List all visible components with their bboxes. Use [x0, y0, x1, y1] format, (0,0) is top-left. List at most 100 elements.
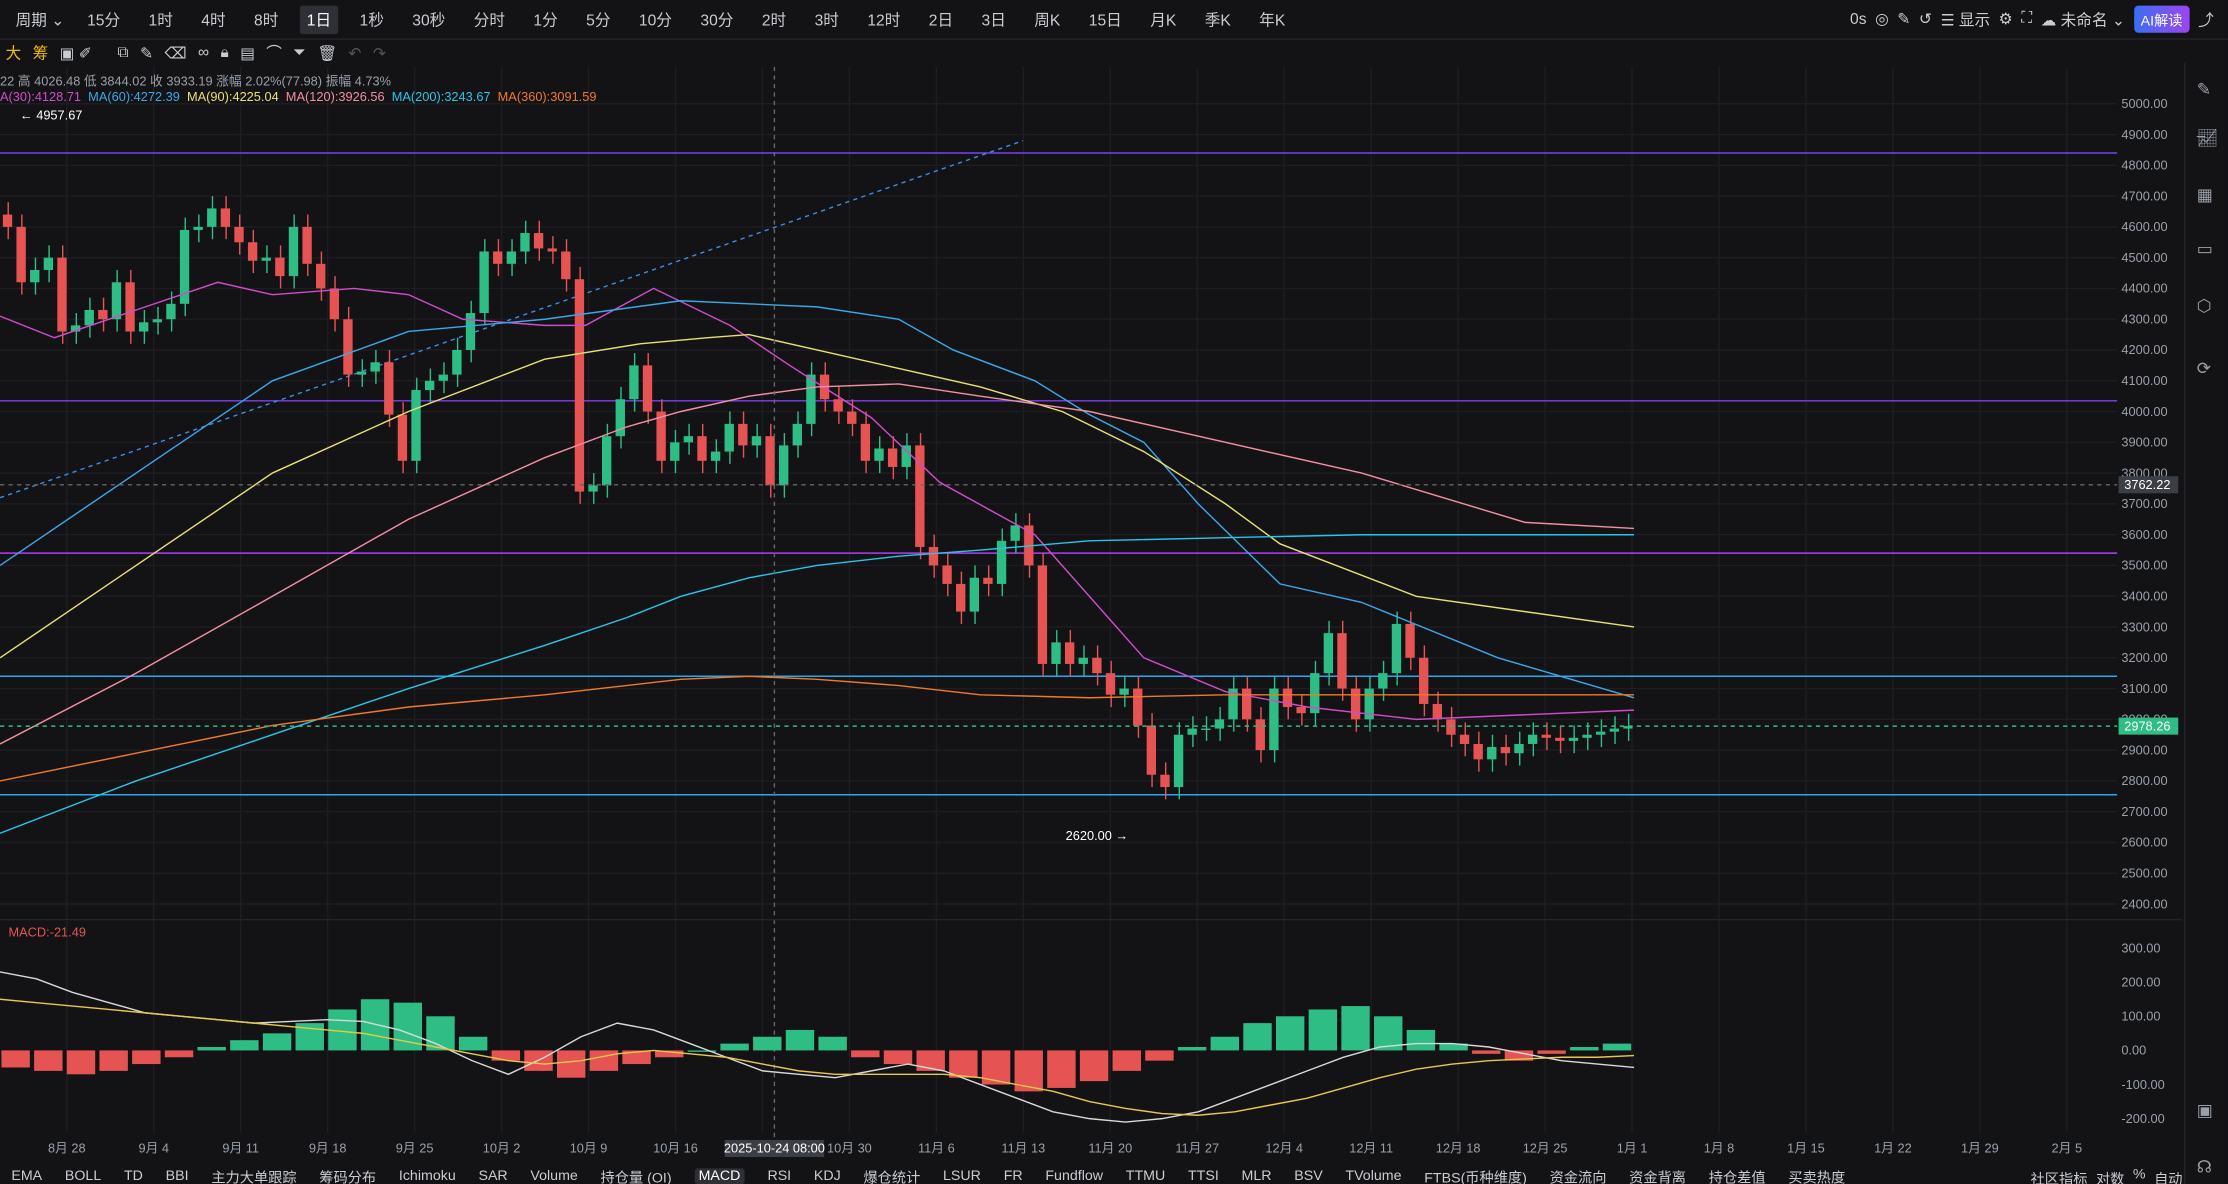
x-tick-label: 9月 11 [222, 1141, 259, 1156]
candle [1010, 525, 1020, 541]
candle [234, 226, 244, 243]
timeframe-17[interactable]: 周K [1034, 12, 1061, 30]
timeframe-19[interactable]: 月K [1150, 12, 1177, 30]
timeframe-10[interactable]: 10分 [638, 12, 672, 30]
candle [697, 436, 707, 461]
indicator-10[interactable]: MACD [694, 1167, 745, 1184]
shield-icon[interactable]: ⬡ [2196, 295, 2212, 316]
timeframe-3[interactable]: 8时 [254, 12, 279, 30]
macd-histogram-bar [132, 1050, 161, 1065]
pen-icon[interactable]: ✎ [2196, 79, 2212, 100]
scale-option-2[interactable]: % [2132, 1166, 2146, 1183]
timeframe-16[interactable]: 3日 [981, 12, 1006, 30]
indicator-24[interactable]: 资金背离 [1629, 1170, 1687, 1184]
eraser-icon[interactable]: ⌫ [164, 44, 187, 62]
indicator-3[interactable]: BBI [165, 1167, 189, 1184]
chart-icon[interactable]: 📈︎ [2196, 127, 2219, 148]
timeframe-8[interactable]: 1分 [533, 12, 558, 30]
link-icon[interactable]: ∞ [197, 44, 210, 62]
timeframe-0[interactable]: 15分 [87, 12, 121, 30]
indicator-16[interactable]: Fundflow [1045, 1167, 1104, 1184]
edit-icon[interactable]: ✎ [1897, 11, 1911, 29]
indicator-1[interactable]: BOLL [64, 1167, 102, 1184]
scale-option-0[interactable]: 社区指标 [2030, 1172, 2088, 1184]
timeframe-21[interactable]: 年K [1259, 12, 1286, 30]
indicator-4[interactable]: 主力大单跟踪 [211, 1170, 297, 1184]
ma-line [0, 333, 1635, 659]
share-icon[interactable]: ⤴ [2198, 12, 2214, 30]
indicator-13[interactable]: 爆仓统计 [863, 1170, 921, 1184]
tool-chip[interactable]: 筹 [32, 45, 49, 63]
indicator-5[interactable]: 筹码分布 [319, 1170, 377, 1184]
macd-histogram-bar [1308, 1009, 1338, 1051]
drawing-tools-icon[interactable]: ▣ ✐ [59, 44, 92, 62]
layout-icon[interactable]: ▣ [2196, 1100, 2213, 1121]
timeframe-7[interactable]: 分时 [473, 12, 505, 30]
grid-icon[interactable]: ▦ [2196, 184, 2213, 205]
filter-icon[interactable]: ⏷ [293, 43, 306, 61]
indicator-2[interactable]: TD [123, 1167, 143, 1184]
timeframe-11[interactable]: 30分 [700, 12, 734, 30]
y-tick-label: 3600.00 [2121, 527, 2167, 542]
redo-arrow-icon[interactable]: ↷ [372, 44, 386, 62]
indicator-18[interactable]: TTSI [1187, 1167, 1219, 1184]
timeframe-12[interactable]: 2时 [761, 12, 787, 30]
timeframe-6[interactable]: 30秒 [412, 12, 446, 30]
indicator-19[interactable]: MLR [1241, 1167, 1272, 1184]
y-tick-label: 4000.00 [2121, 404, 2167, 419]
timeframe-1[interactable]: 1时 [148, 12, 173, 30]
indicator-25[interactable]: 持仓差值 [1708, 1170, 1766, 1184]
scale-option-1[interactable]: 对数 [2095, 1172, 2125, 1184]
display-button[interactable]: ☰ 显示 [1940, 12, 1991, 30]
timeframe-5[interactable]: 1秒 [359, 12, 384, 30]
undo-icon[interactable]: ↺ [1918, 11, 1933, 29]
indicator-14[interactable]: LSUR [943, 1167, 981, 1184]
camera-icon[interactable]: ◎ [1875, 11, 1889, 29]
indicator-8[interactable]: Volume [530, 1167, 578, 1184]
copy-icon[interactable]: ⧉ [117, 43, 129, 61]
indicator-11[interactable]: RSI [767, 1167, 792, 1184]
timeframe-13[interactable]: 3时 [814, 12, 839, 30]
fullscreen-icon[interactable]: ⛶ [2021, 9, 2033, 28]
indicator-0[interactable]: EMA [11, 1167, 43, 1184]
refresh-icon[interactable]: ⟳ [2196, 358, 2212, 379]
save-icon[interactable]: ▤ [240, 44, 255, 62]
ai-explain-button[interactable]: AI解读 [2133, 5, 2190, 33]
timeframe-2[interactable]: 4时 [201, 12, 226, 30]
horizontal-line-icon[interactable]: ⎯ [2196, 125, 2206, 145]
timeframe-18[interactable]: 15日 [1088, 12, 1122, 30]
tool-big[interactable]: 大 [5, 45, 22, 63]
indicator-17[interactable]: TTMU [1125, 1167, 1166, 1184]
period-dropdown[interactable]: 周期 ⌄ [15, 12, 65, 30]
magnet-icon[interactable]: ⌒ [266, 45, 282, 63]
timer-display[interactable]: 0s [1850, 10, 1867, 28]
trash-icon[interactable]: 🗑︎ [317, 44, 338, 62]
account-dropdown[interactable]: ☁ 未命名 ⌄ [2040, 12, 2126, 30]
timeframe-9[interactable]: 5分 [586, 12, 611, 30]
timeframe-20[interactable]: 季K [1204, 12, 1231, 30]
indicator-6[interactable]: Ichimoku [398, 1167, 456, 1184]
price-chart[interactable]: 5000.00 4900.00 4800.00 4700.00 4600.00 4500.… [0, 66, 2183, 1164]
timeframe-15[interactable]: 2日 [928, 12, 954, 30]
support-icon[interactable]: ☊ [2196, 1157, 2212, 1177]
indicator-21[interactable]: TVolume [1345, 1167, 1402, 1184]
indicator-26[interactable]: 买卖热度 [1788, 1170, 1846, 1184]
timeframe-14[interactable]: 12时 [867, 12, 901, 30]
indicator-7[interactable]: SAR [478, 1167, 508, 1184]
indicator-23[interactable]: 资金流向 [1549, 1170, 1607, 1184]
indicator-12[interactable]: KDJ [813, 1167, 841, 1184]
indicator-9[interactable]: 持仓量 (OI) [600, 1170, 672, 1184]
x-tick-label: 9月 18 [309, 1141, 347, 1156]
indicator-22[interactable]: FTBS(币种维度) [1424, 1170, 1527, 1184]
timeframe-4[interactable]: 1日 [299, 4, 339, 34]
indicator-15[interactable]: FR [1003, 1167, 1023, 1184]
wallet-icon[interactable]: ▭ [2196, 238, 2213, 259]
indicator-20[interactable]: BSV [1294, 1167, 1323, 1184]
settings-icon[interactable]: ⚙ [1998, 11, 2013, 29]
brush-icon[interactable]: ✎ [140, 44, 154, 62]
lock-icon[interactable]: 🔒︎ [220, 43, 229, 61]
scale-option-3[interactable]: 自动 [2154, 1172, 2183, 1184]
undo-arrow-icon[interactable]: ↶ [348, 44, 362, 62]
macd-histogram-bar [164, 1050, 194, 1058]
x-tick-label: 11月 13 [1001, 1141, 1045, 1156]
